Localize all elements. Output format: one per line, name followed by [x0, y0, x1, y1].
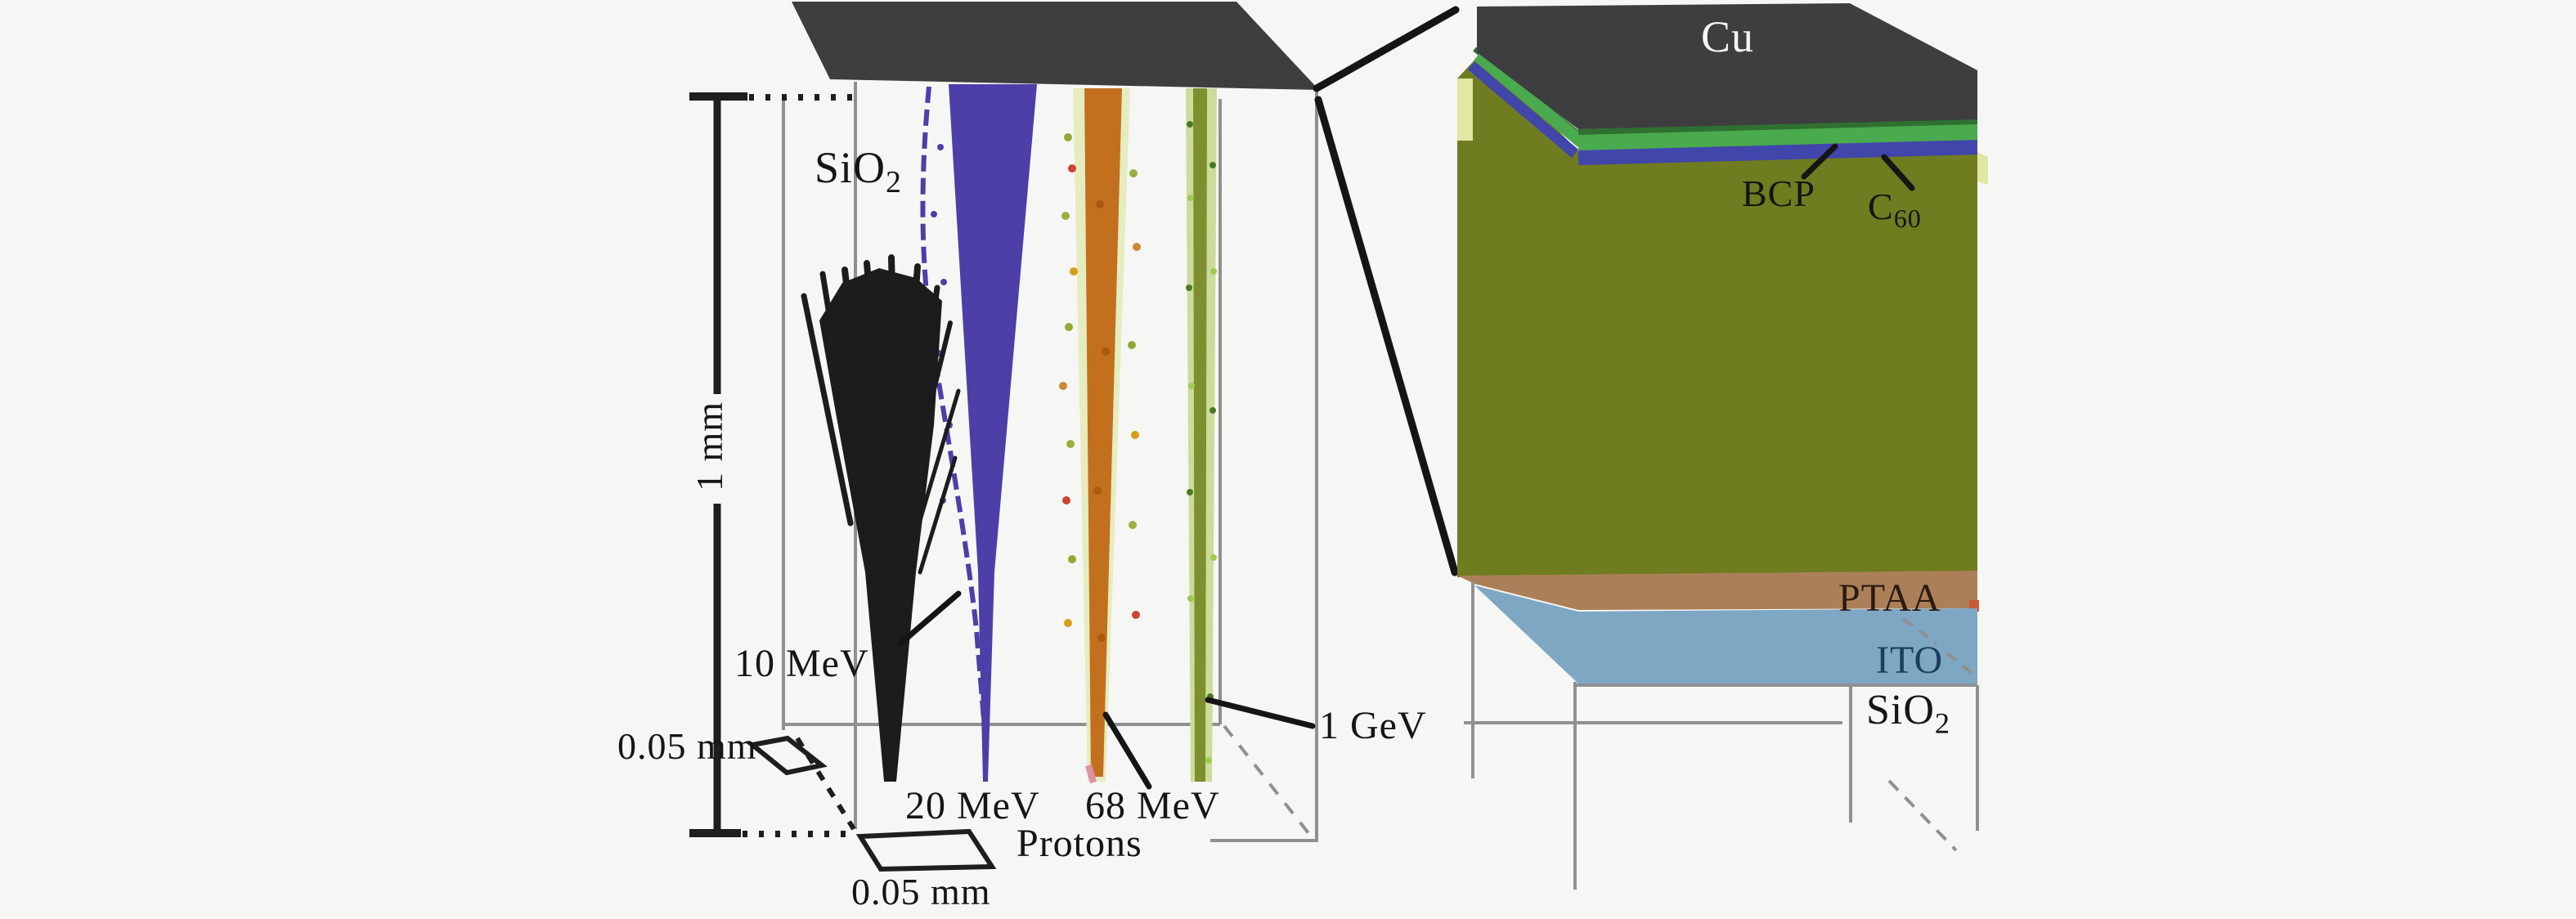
beam-68mev-core	[1084, 88, 1122, 777]
ito-layer-label: ITO	[1876, 639, 1944, 682]
depth-parallelogram	[747, 735, 828, 776]
cu-layer	[1477, 3, 1977, 129]
beam-10mev-label: 10 MeV	[734, 642, 869, 685]
sio2-substrate-label: SiO2	[1866, 687, 1951, 740]
protons-label: Protons	[1016, 822, 1142, 865]
beam-68mev	[1059, 88, 1141, 784]
beam-10mev-dense-core	[819, 268, 942, 782]
bcp-layer-diagonal	[1474, 51, 1586, 147]
beam-10mev	[801, 254, 961, 782]
sio2-substrate-wireframe	[1464, 582, 1979, 890]
ptaa-layer-label: PTAA	[1838, 576, 1941, 620]
leader-10mev	[896, 590, 962, 648]
leader-c60	[1881, 154, 1915, 191]
bcp-layer-dark-edge	[1578, 119, 1977, 137]
scale-005mm-width-label: 0.05 mm	[851, 871, 991, 912]
zoom-connector-top	[1313, 6, 1460, 92]
leader-68mev	[1102, 711, 1152, 790]
beam-20mev-cone	[949, 84, 1037, 782]
beam-20mev-label: 20 MeV	[905, 784, 1040, 827]
box-edge-bottom-right-dashed	[1223, 724, 1313, 839]
c60-layer-diagonal	[1467, 61, 1579, 158]
leader-1gev	[1205, 697, 1316, 729]
side-highlight-right	[1977, 152, 1988, 185]
beam-68mev-pink-tail	[1085, 764, 1097, 784]
wireframe-diagonal-2	[1945, 652, 1977, 678]
beam-1gev-specks	[1186, 121, 1217, 764]
device-slab	[792, 2, 1319, 90]
sio2-box-wireframe	[782, 82, 1318, 842]
beam-20mev	[920, 84, 1037, 782]
beam-68mev-specks	[1059, 133, 1141, 642]
scale-parallelograms	[747, 735, 997, 872]
beam-1gev-core	[1193, 88, 1207, 782]
ptaa-layer	[1457, 571, 1977, 610]
bcp-layer-label: BCP	[1742, 173, 1815, 214]
scale-005mm-depth-label: 0.05 mm	[617, 725, 757, 767]
sio2-box-label: SiO2	[815, 143, 902, 199]
left-leader-lines	[896, 590, 1316, 790]
scale-1mm-label: 1 mm	[689, 401, 730, 492]
width-parallelogram	[855, 828, 997, 872]
zoom-connector-lines	[1313, 6, 1460, 576]
beam-1gev	[1186, 88, 1217, 782]
side-highlight-stripe	[1457, 78, 1473, 141]
right-leader-lines	[1801, 143, 1915, 191]
ito-layer	[1474, 585, 1977, 684]
cu-layer-label: Cu	[1701, 12, 1755, 61]
perovskite-layer	[1457, 52, 1977, 577]
device-stack	[1457, 3, 1988, 684]
beam-68mev-label: 68 MeV	[1085, 784, 1220, 827]
beam-1gev-label: 1 GeV	[1319, 704, 1427, 747]
leader-bcp	[1801, 143, 1838, 180]
wireframe-diagonal-3	[1887, 779, 1958, 852]
c60-layer-label: C60	[1868, 186, 1922, 234]
c60-layer	[1578, 140, 1977, 165]
zoom-connector-bottom	[1314, 96, 1459, 576]
bcp-layer	[1578, 124, 1977, 152]
wireframe-diagonal-1	[1901, 617, 1938, 645]
scale-bar-1mm	[689, 92, 856, 837]
